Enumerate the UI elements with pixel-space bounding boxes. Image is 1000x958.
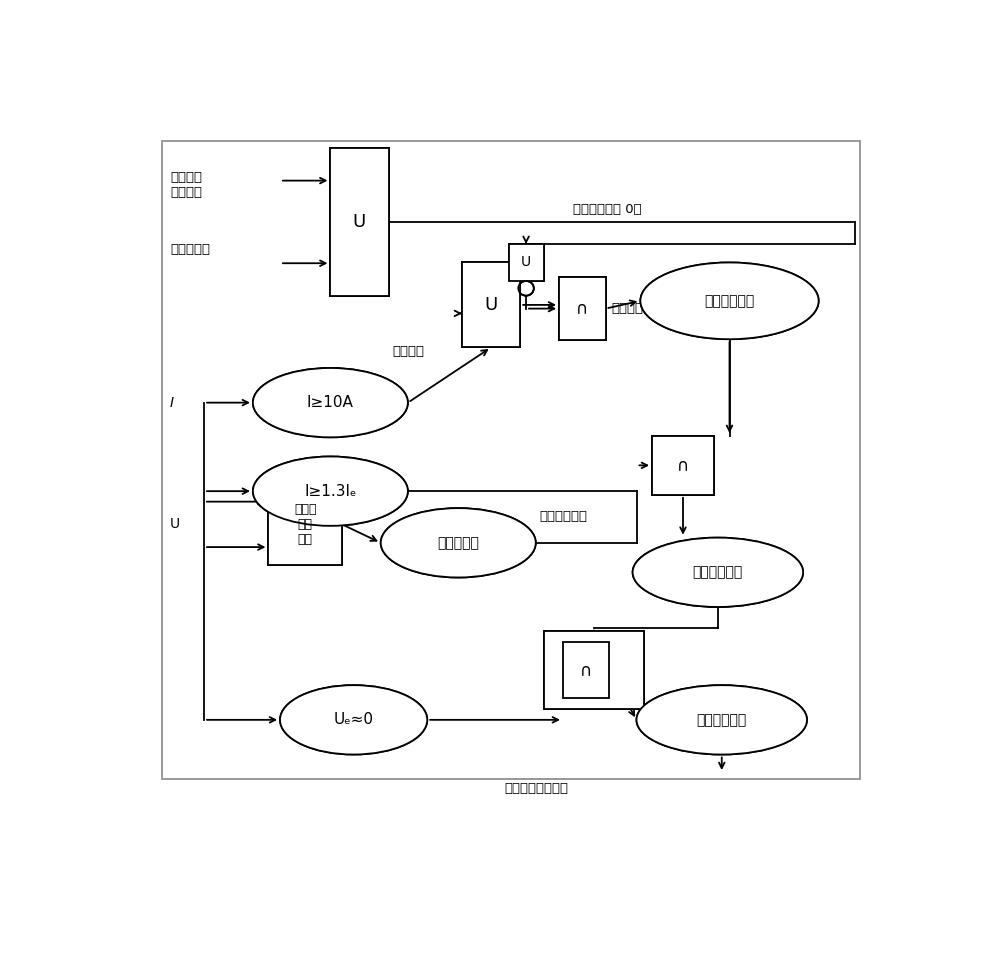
Text: I≥1.3Iₑ: I≥1.3Iₑ xyxy=(304,484,357,499)
Ellipse shape xyxy=(637,685,807,755)
FancyBboxPatch shape xyxy=(652,436,714,495)
Text: U: U xyxy=(170,517,180,532)
Text: I≥1.3Iₑ: I≥1.3Iₑ xyxy=(304,484,357,499)
FancyBboxPatch shape xyxy=(509,244,544,281)
Text: 旁路开关合闸: 旁路开关合闸 xyxy=(697,713,747,727)
Ellipse shape xyxy=(633,537,803,607)
Ellipse shape xyxy=(253,368,408,437)
Ellipse shape xyxy=(381,508,536,578)
Text: ∩: ∩ xyxy=(580,661,592,679)
Text: ∩: ∩ xyxy=(576,300,588,318)
Ellipse shape xyxy=(253,457,408,526)
Text: U: U xyxy=(353,213,366,231)
Text: 系统退出指令: 系统退出指令 xyxy=(540,511,588,523)
Text: 子站操作: 子站操作 xyxy=(392,345,424,357)
Text: I: I xyxy=(170,396,174,410)
Ellipse shape xyxy=(381,508,536,578)
Text: ∩: ∩ xyxy=(576,300,588,318)
Text: U: U xyxy=(353,213,366,231)
Text: 闭锁解除（置 0）: 闭锁解除（置 0） xyxy=(573,203,642,216)
Text: Uₑ≈0: Uₑ≈0 xyxy=(334,713,374,727)
Ellipse shape xyxy=(253,368,408,437)
Text: ∩: ∩ xyxy=(677,456,689,474)
Text: ∩: ∩ xyxy=(580,661,592,679)
Ellipse shape xyxy=(253,457,408,526)
FancyBboxPatch shape xyxy=(563,643,609,697)
Text: 放电开关分闸指令: 放电开关分闸指令 xyxy=(505,782,569,795)
Text: 控制器故障: 控制器故障 xyxy=(170,242,210,256)
Text: U: U xyxy=(521,256,531,269)
Text: I≥10A: I≥10A xyxy=(307,395,354,410)
Ellipse shape xyxy=(637,685,807,755)
Text: ∩: ∩ xyxy=(677,456,689,474)
Text: 旁路开关合闸: 旁路开关合闸 xyxy=(697,713,747,727)
FancyBboxPatch shape xyxy=(509,244,544,281)
FancyBboxPatch shape xyxy=(559,277,606,340)
Text: U: U xyxy=(485,296,498,314)
FancyBboxPatch shape xyxy=(544,631,644,709)
Text: Uₑ≈0: Uₑ≈0 xyxy=(334,713,374,727)
Text: 旁路开关分闸: 旁路开关分闸 xyxy=(704,294,755,308)
Text: 电容器故障: 电容器故障 xyxy=(437,536,479,550)
FancyBboxPatch shape xyxy=(330,148,388,296)
FancyBboxPatch shape xyxy=(162,141,860,779)
Ellipse shape xyxy=(280,685,427,755)
FancyBboxPatch shape xyxy=(462,262,520,348)
FancyBboxPatch shape xyxy=(268,484,342,565)
FancyBboxPatch shape xyxy=(462,262,520,348)
Text: 电容器
状态
监测: 电容器 状态 监测 xyxy=(294,503,316,546)
FancyBboxPatch shape xyxy=(652,436,714,495)
Ellipse shape xyxy=(280,685,427,755)
Text: 电容器
状态
监测: 电容器 状态 监测 xyxy=(294,503,316,546)
Ellipse shape xyxy=(640,262,819,339)
Text: 电容器故障: 电容器故障 xyxy=(437,536,479,550)
FancyBboxPatch shape xyxy=(563,643,609,697)
Ellipse shape xyxy=(633,537,803,607)
Text: I≥10A: I≥10A xyxy=(307,395,354,410)
FancyBboxPatch shape xyxy=(330,148,388,296)
Ellipse shape xyxy=(640,262,819,339)
Text: 系统故障
通讯故障: 系统故障 通讯故障 xyxy=(170,171,202,199)
FancyBboxPatch shape xyxy=(544,631,644,709)
Text: 旁路开关分闸: 旁路开关分闸 xyxy=(704,294,755,308)
Text: U: U xyxy=(485,296,498,314)
FancyBboxPatch shape xyxy=(268,484,342,565)
Text: U: U xyxy=(521,256,531,269)
Text: 系统投入: 系统投入 xyxy=(612,302,644,315)
Text: 放电开关合闸: 放电开关合闸 xyxy=(693,565,743,580)
Text: 放电开关合闸: 放电开关合闸 xyxy=(693,565,743,580)
FancyBboxPatch shape xyxy=(559,277,606,340)
